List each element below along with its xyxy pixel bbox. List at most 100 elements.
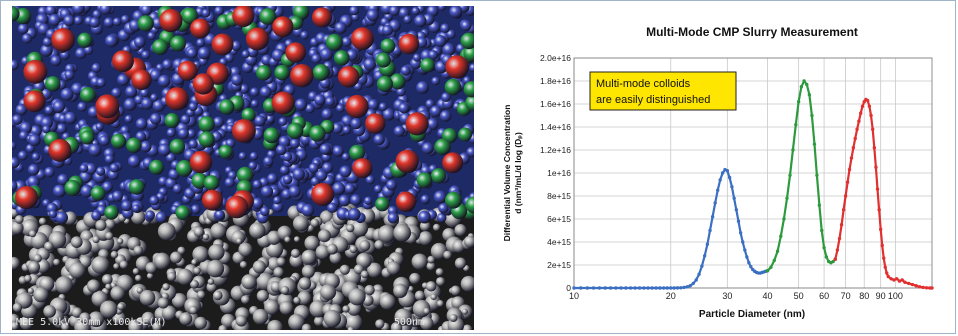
small-particle [212,116,224,128]
sem-particle [351,219,369,237]
large-particle [95,94,120,119]
small-particle [91,210,102,221]
small-particle [282,174,293,185]
medium-particle [104,205,119,220]
medium-particle [90,185,106,201]
sem-particle [162,283,170,291]
small-particle [428,49,439,60]
x-tick-label: 70 [841,291,851,301]
data-point [579,286,583,290]
x-tick-label: 10 [569,291,579,301]
plot-border [573,57,933,289]
sem-particle [349,245,358,254]
data-point [892,278,896,282]
medium-particle [349,144,366,161]
small-particle [314,94,326,106]
sem-particle [320,284,337,301]
sem-particle [360,270,369,279]
sem-particle [298,277,312,290]
data-point [872,146,877,150]
annotation-line-2: are easily distinguished [596,94,710,106]
sem-particle [68,262,86,279]
small-particle [308,162,319,174]
sem-particle [110,286,125,301]
sem-particle [315,244,331,260]
data-point [779,234,783,238]
small-particle [157,74,171,88]
small-particle [140,6,153,16]
medium-particle [375,196,390,212]
small-particle [446,29,456,39]
data-point [572,286,576,290]
sem-particle [301,249,317,265]
small-particle [77,101,88,112]
small-particle [50,55,62,67]
sem-particle [461,308,468,315]
small-particle [72,6,85,15]
large-particle [311,182,335,206]
small-particle [393,125,405,137]
data-point [697,272,701,276]
large-particle [245,27,269,51]
small-particle [265,114,275,124]
small-particle [400,65,411,76]
small-particle [387,212,399,224]
data-point [727,175,732,180]
data-point [885,271,889,275]
series-0 [572,167,770,290]
small-particle [305,103,315,114]
data-point [837,236,842,241]
data-point [710,215,715,219]
small-particle [18,150,28,161]
data-point [782,217,786,221]
small-particle [230,40,242,51]
y-tick-labels: 0 2e+15 4e+15 6e+15 8e+15 1e+16 1.2e+16 1.4e+16… [540,53,571,293]
small-particle [42,125,51,134]
sem-particle [95,219,107,231]
small-particle [342,125,352,135]
small-particle [104,154,115,164]
medium-particle [148,159,165,175]
data-point [614,286,618,290]
sem-particle [239,261,248,269]
small-particle [89,17,101,28]
sem-particle [152,322,162,330]
y-axis-label: Differential Volume Concentration [502,105,512,242]
sem-particle [157,297,169,309]
large-particle [177,60,198,81]
small-particle [40,44,53,57]
large-particles [15,6,469,219]
y-tick-label: 2.0e+16 [540,53,571,63]
sem-particle [374,239,384,250]
small-particle [294,98,308,111]
data-point [874,165,878,169]
small-particle [80,184,94,198]
small-particle [319,47,333,61]
data-point [720,171,725,175]
small-particle [275,144,287,156]
sem-particle [61,322,70,330]
data-point [685,285,689,289]
small-particle [260,206,270,217]
y-axis-label-units: d (nm³/mL/d log (Dₚ) [513,132,523,214]
sem-particle [353,264,364,275]
small-particle [239,84,250,94]
small-particle [398,102,410,114]
small-particle [64,111,77,125]
data-point [608,286,613,290]
sem-particle [27,287,34,294]
small-particle [140,140,152,153]
medium-particle [203,175,220,191]
large-particle [337,65,360,88]
data-point [736,219,741,223]
small-particle [382,108,395,121]
sem-particle [189,279,199,289]
small-particle [416,37,428,48]
small-particle [249,151,259,161]
medium-particle [380,38,396,54]
y-tick-label: 1.2e+16 [540,145,571,155]
x-tick-label: 100 [888,291,903,301]
sem-particle [342,305,350,313]
data-point [824,255,829,259]
sem-particle [146,272,154,280]
